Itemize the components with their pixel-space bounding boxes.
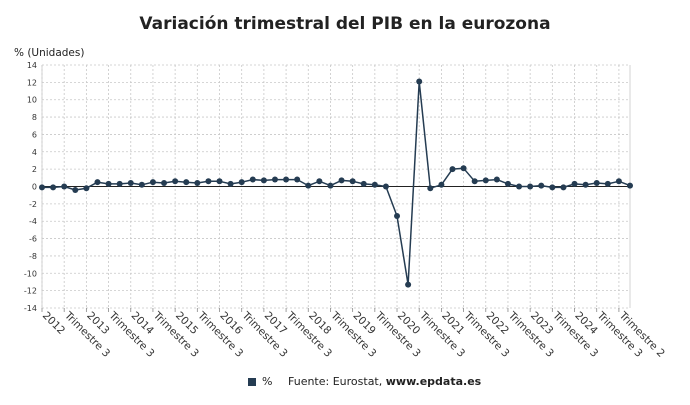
y-tick-label: -6 [29,235,37,244]
data-point [127,180,134,187]
data-point [427,185,434,192]
y-tick-label: 8 [32,113,37,122]
data-point [39,184,45,191]
data-point [449,166,456,173]
data-point [438,181,445,188]
data-point [538,182,545,189]
data-point [161,180,168,187]
data-point [327,182,334,189]
data-point [194,180,201,187]
legend: % [248,375,272,388]
legend-label: % [262,375,273,388]
data-point [149,179,156,186]
data-point [493,176,500,183]
y-tick-label: 4 [32,148,37,157]
y-tick-label: 0 [32,183,37,192]
data-point [105,180,112,187]
data-point [571,180,578,187]
data-point [116,180,123,187]
data-point [382,183,389,190]
y-tick-label: -2 [29,200,37,209]
data-point [294,176,301,183]
source-note: Fuente: Eurostat, www.epdata.es [288,375,481,388]
data-point [516,183,523,190]
data-point [504,180,511,187]
y-tick-label: -8 [29,252,37,261]
data-point [549,184,556,191]
y-tick-label: 6 [32,130,37,139]
data-point [94,179,101,186]
data-point [338,177,345,184]
data-point [405,281,412,288]
data-point [50,184,57,191]
data-point [260,177,267,184]
data-point [604,180,611,187]
data-point [72,186,79,193]
data-point [627,182,633,189]
data-point [305,182,312,189]
y-tick-labels: 14 12 10 8 6 4 2 0 -2 -4 -6 -8 -10 -12 -14 [24,61,37,313]
data-point [460,165,467,172]
y-tick-label: 12 [27,78,37,87]
data-point [360,180,367,187]
y-tick-label: 14 [27,61,37,70]
data-point [216,178,223,185]
y-tick-label: 2 [32,165,37,174]
data-point [582,181,589,188]
data-point [316,178,323,185]
series-line [39,78,633,288]
data-point [615,178,622,185]
data-point [238,179,245,186]
data-point [271,176,278,183]
x-tick-label: 2012 [40,310,67,337]
data-point [172,178,179,185]
data-point [183,179,190,186]
data-point [482,177,489,184]
data-point [394,213,401,220]
y-tick-label: -12 [24,287,37,296]
data-point [371,181,378,188]
chart-title: Variación trimestral del PIB en la euroz… [139,14,551,34]
data-point [593,180,600,187]
legend-swatch [248,377,256,386]
data-point [61,183,68,190]
y-tick-label: 10 [27,96,37,105]
source-site: www.epdata.es [385,375,482,388]
data-point [138,181,145,188]
data-point [205,178,212,185]
data-point [227,180,234,187]
data-point [283,176,290,183]
y-axis-label: % (Unidades) [14,47,85,59]
source-label: Fuente: Eurostat, [288,375,383,388]
data-point [249,176,256,183]
y-tick-label: -14 [24,304,37,313]
y-tick-label: -4 [29,217,37,226]
data-point [527,183,534,190]
y-tick-label: -10 [24,269,37,278]
data-point [416,78,423,85]
data-point [349,178,356,185]
data-point [471,178,478,185]
data-point [560,184,567,191]
data-point [83,185,90,192]
